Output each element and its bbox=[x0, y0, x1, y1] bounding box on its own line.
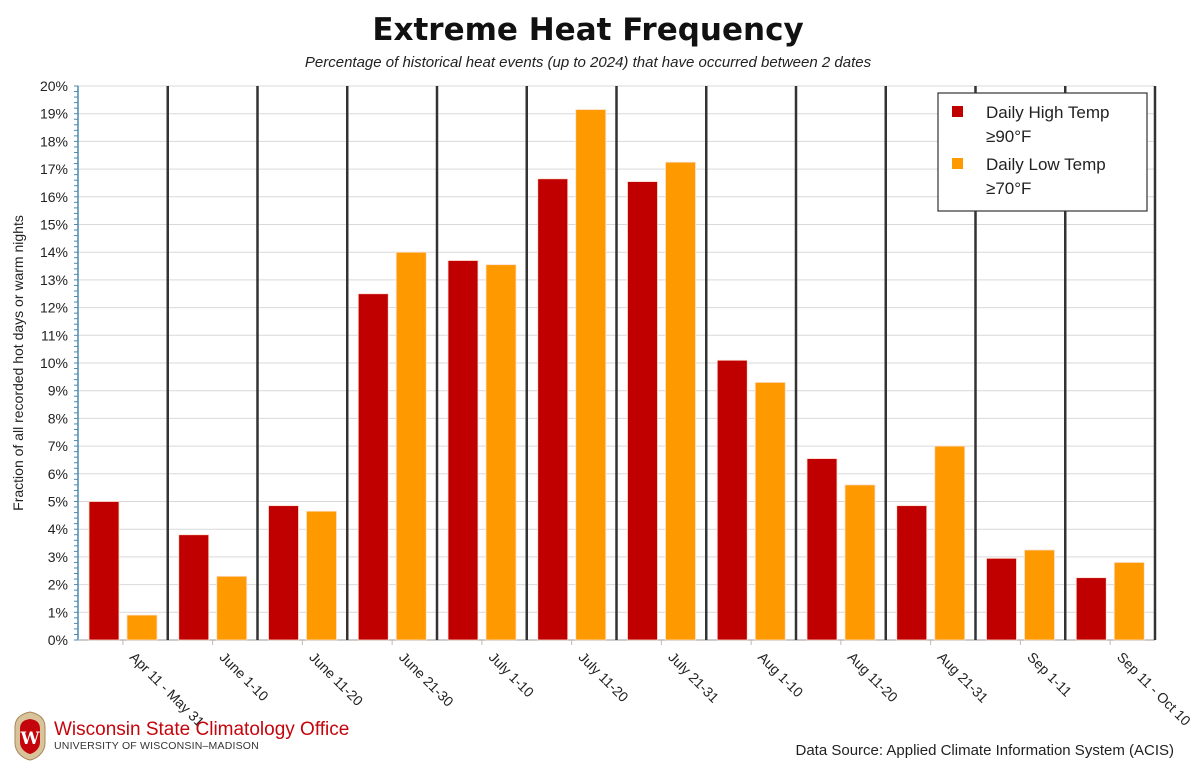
y-tick-label: 8% bbox=[48, 410, 68, 426]
legend-label: Daily High Temp ≥90°F bbox=[986, 103, 1109, 146]
x-tick-label: Aug 1-10 bbox=[755, 649, 807, 701]
uw-crest-icon: W bbox=[14, 711, 46, 761]
y-tick-label: 14% bbox=[40, 244, 68, 260]
bar-high bbox=[806, 458, 838, 641]
chart-subtitle: Percentage of historical heat events (up… bbox=[304, 54, 872, 71]
bar-high bbox=[268, 505, 299, 641]
bar-high bbox=[88, 501, 120, 641]
y-tick-label: 20% bbox=[40, 78, 68, 94]
bar-low bbox=[1113, 562, 1145, 641]
legend-box bbox=[937, 92, 1148, 212]
bar-low bbox=[126, 614, 158, 641]
bar-low bbox=[395, 251, 427, 641]
bar-high bbox=[1075, 577, 1107, 641]
legend-swatch bbox=[952, 158, 963, 169]
y-tick-label: 9% bbox=[48, 383, 68, 399]
y-tick-label: 3% bbox=[48, 549, 68, 565]
y-tick-label: 7% bbox=[48, 438, 68, 454]
bar-low bbox=[306, 510, 337, 641]
chart-title: Extreme Heat Frequency bbox=[372, 12, 804, 48]
bar-high bbox=[357, 293, 389, 641]
x-tick-label: June 21-30 bbox=[396, 649, 457, 710]
bar-high bbox=[986, 557, 1017, 641]
x-tick-label: June 1-10 bbox=[217, 649, 272, 704]
y-tick-label: 11% bbox=[41, 327, 68, 343]
bar-low bbox=[575, 109, 607, 641]
bar-low bbox=[844, 484, 876, 641]
org-name: Wisconsin State Climatology Office bbox=[54, 719, 350, 740]
logo-letter: W bbox=[19, 729, 40, 749]
x-tick-label: June 11-20 bbox=[306, 649, 366, 709]
y-tick-label: 1% bbox=[48, 604, 68, 620]
bar-low bbox=[934, 445, 966, 641]
bar-low bbox=[665, 161, 696, 641]
y-tick-label: 2% bbox=[48, 577, 68, 593]
y-axis-label: Fraction of all recorded hot days or war… bbox=[10, 215, 26, 511]
y-tick-label: 5% bbox=[48, 494, 68, 510]
bar-high bbox=[178, 534, 210, 641]
y-tick-label: 19% bbox=[40, 106, 68, 122]
x-tick-label: Aug 21-31 bbox=[935, 649, 992, 706]
y-tick-label: 10% bbox=[40, 355, 68, 371]
org-subtitle: UNIVERSITY OF WISCONSIN–MADISON bbox=[54, 740, 259, 752]
y-tick-label: 13% bbox=[40, 272, 68, 288]
bar-low bbox=[754, 381, 786, 641]
x-tick-label: July 1-10 bbox=[486, 649, 538, 701]
x-tick-label: July 21-31 bbox=[665, 649, 722, 706]
x-tick-label: Aug 11-20 bbox=[845, 649, 901, 705]
x-tick-label: Sep 1-11 bbox=[1024, 649, 1075, 700]
legend-swatch bbox=[952, 106, 963, 117]
bar-low bbox=[485, 264, 517, 641]
bar-high bbox=[447, 260, 479, 641]
y-tick-label: 4% bbox=[48, 521, 68, 537]
wsco-logo: W Wisconsin State Climatology Office UNI… bbox=[12, 711, 349, 761]
x-tick-label: July 11-20 bbox=[576, 649, 632, 705]
bar-high bbox=[627, 181, 658, 641]
bar-high bbox=[716, 359, 748, 641]
legend-label: Daily Low Temp ≥70°F bbox=[986, 155, 1106, 198]
data-source: Data Source: Applied Climate Information… bbox=[795, 742, 1175, 759]
y-tick-label: 16% bbox=[40, 189, 68, 205]
y-tick-label: 15% bbox=[40, 217, 68, 233]
bar-high bbox=[896, 505, 928, 641]
y-tick-label: 17% bbox=[40, 161, 68, 177]
y-tick-label: 6% bbox=[48, 466, 68, 482]
x-tick-label: Sep 11 - Oct 10 bbox=[1114, 649, 1194, 729]
y-tick-label: 12% bbox=[40, 300, 68, 316]
y-tick-label: 0% bbox=[48, 632, 68, 648]
bar-low bbox=[1024, 549, 1055, 641]
y-tick-label: 18% bbox=[40, 133, 68, 149]
bar-high bbox=[537, 178, 569, 641]
bar-low bbox=[216, 575, 248, 641]
